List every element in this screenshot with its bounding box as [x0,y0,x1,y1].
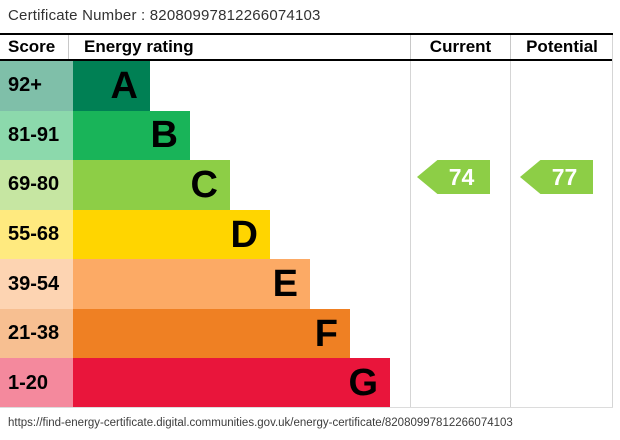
band-row-d: 55-68 D [0,209,613,260]
band-row-f: 21-38 F [0,308,613,359]
column-divider-current [410,61,411,408]
band-bar-f: F [73,308,350,359]
band-bar-b: B [73,110,190,161]
header-score: Score [8,37,56,56]
table-bottom-border [0,407,613,408]
band-row-c: 69-80 C [0,160,613,210]
band-bar-g: G [73,358,390,409]
header-current: Current [410,35,510,59]
band-score-b: 81-91 [0,110,73,161]
table-header: Score Energy rating Current Potential [0,33,613,61]
certificate-url: https://find-energy-certificate.digital.… [8,417,513,429]
band-row-b: 81-91 B [0,110,613,161]
band-score-g: 1-20 [0,358,73,409]
certificate-number: Certificate Number : 8208099781226607410… [8,7,321,24]
table-right-border [612,35,613,408]
band-letter-g: G [348,362,378,405]
band-letter-f: F [314,312,338,355]
band-row-e: 39-54 E [0,259,613,309]
band-letter-b: B [150,114,178,157]
band-score-c: 69-80 [0,160,73,210]
rating-bands: 92+ A 81-91 B 69-80 C 55-68 D 39-54 E 21… [0,61,613,409]
header-potential: Potential [510,35,613,59]
band-letter-a: A [110,64,138,107]
band-bar-e: E [73,259,310,309]
band-score-e: 39-54 [0,259,73,309]
band-score-a: 92+ [0,61,73,111]
band-score-f: 21-38 [0,308,73,359]
potential-rating-value: 77 [551,163,578,190]
band-letter-d: D [230,213,258,256]
header-energy-rating: Energy rating [68,35,410,59]
band-row-g: 1-20 G [0,358,613,409]
band-letter-c: C [190,163,218,206]
band-bar-d: D [73,209,270,260]
column-divider-potential [510,61,511,408]
band-letter-e: E [272,263,298,306]
band-row-a: 92+ A [0,61,613,111]
current-rating-value: 74 [448,163,475,190]
band-bar-a: A [73,61,150,111]
band-bar-c: C [73,160,230,210]
band-score-d: 55-68 [0,209,73,260]
